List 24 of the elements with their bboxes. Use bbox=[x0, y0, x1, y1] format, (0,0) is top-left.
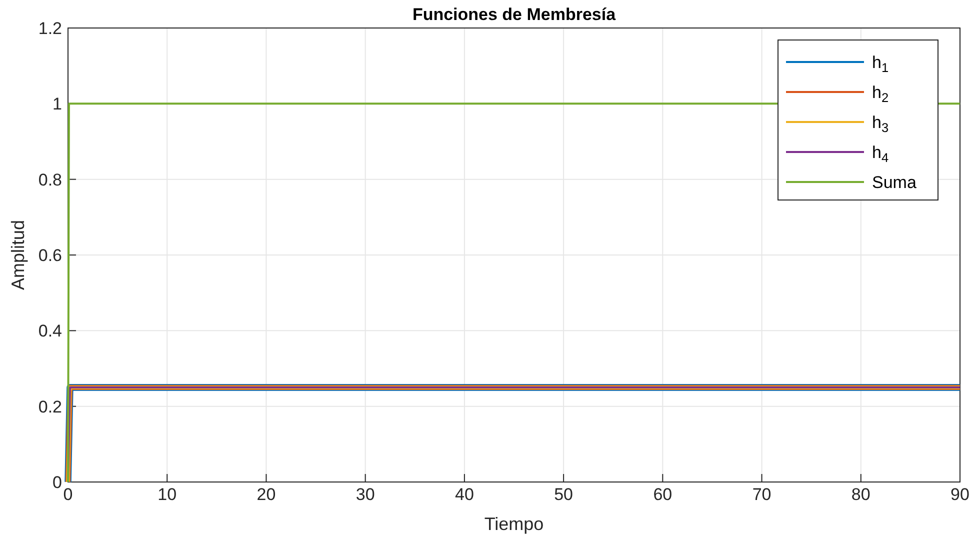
x-tick-label: 90 bbox=[950, 485, 970, 504]
x-axis-title: Tiempo bbox=[484, 514, 544, 534]
x-tick-label: 70 bbox=[752, 485, 772, 504]
legend-label: h$_{4}$ bbox=[872, 142, 889, 165]
legend-label: h$_{2}$ bbox=[872, 82, 889, 105]
x-tick-label: 40 bbox=[454, 485, 474, 504]
x-tick-label: 80 bbox=[851, 485, 870, 504]
y-tick-label: 1.2 bbox=[38, 18, 62, 38]
y-tick-label: 1 bbox=[52, 94, 62, 114]
legend-label: h$_{3}$ bbox=[872, 112, 889, 135]
x-tick-label: 10 bbox=[158, 485, 177, 504]
x-tick-label: 20 bbox=[256, 485, 276, 504]
x-tick-label: 30 bbox=[356, 485, 375, 504]
y-tick-label: 0.4 bbox=[38, 322, 62, 341]
x-tick-label: 50 bbox=[554, 485, 574, 504]
y-tick-label: 0 bbox=[52, 472, 62, 492]
y-tick-label: 0.6 bbox=[38, 246, 62, 265]
y-tick-label: 0.8 bbox=[38, 170, 62, 190]
x-tick-label: 60 bbox=[653, 485, 672, 504]
legend-label: Suma bbox=[872, 172, 917, 192]
y-tick-label: 0.2 bbox=[38, 397, 62, 416]
chart-title: Funciones de Membresía bbox=[412, 5, 616, 24]
y-axis-title: Amplitud bbox=[8, 220, 28, 290]
legend-label: h$_{1}$ bbox=[872, 52, 889, 75]
